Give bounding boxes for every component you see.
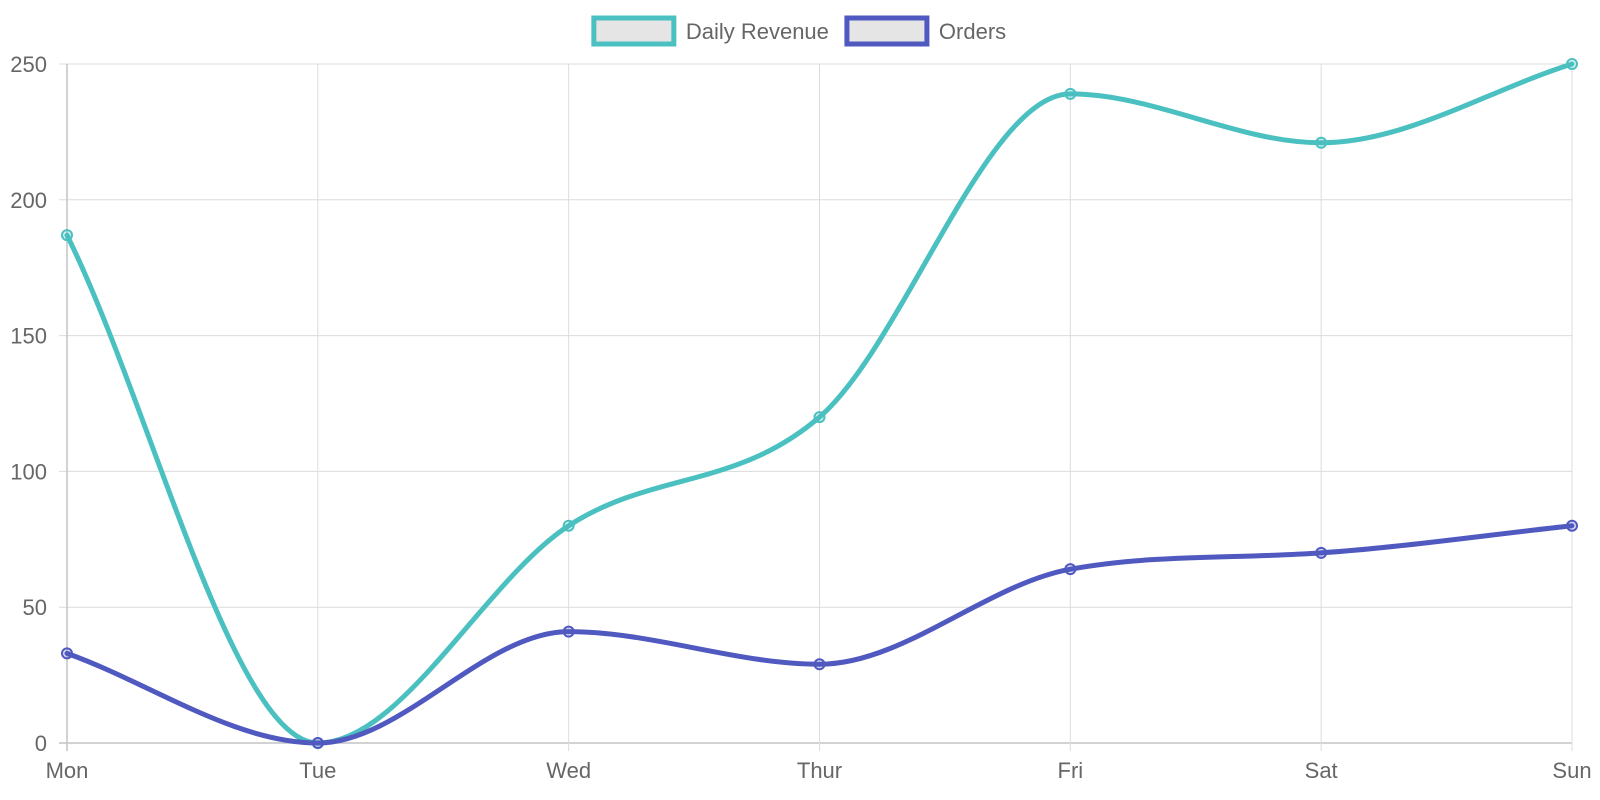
data-point-daily-revenue[interactable] bbox=[1315, 136, 1328, 149]
x-tick-label: Thur bbox=[797, 758, 842, 783]
y-tick-label: 150 bbox=[10, 324, 47, 349]
series-line-orders bbox=[64, 523, 1575, 746]
x-tick-label: Tue bbox=[299, 758, 336, 783]
legend-swatch bbox=[844, 15, 930, 47]
legend: Daily Revenue Orders bbox=[591, 15, 1006, 47]
data-point-orders[interactable] bbox=[813, 658, 826, 671]
data-point-daily-revenue[interactable] bbox=[1566, 58, 1578, 70]
data-point-orders[interactable] bbox=[1566, 519, 1578, 532]
y-tick-label: 100 bbox=[10, 459, 47, 484]
data-point-orders[interactable] bbox=[311, 737, 324, 749]
y-tick-label: 250 bbox=[10, 52, 47, 77]
legend-label: Daily Revenue bbox=[686, 19, 829, 44]
data-point-orders[interactable] bbox=[1064, 563, 1077, 576]
data-point-orders[interactable] bbox=[61, 647, 73, 660]
data-point-orders[interactable] bbox=[1315, 546, 1328, 559]
y-tick-label: 0 bbox=[35, 731, 47, 756]
data-point-daily-revenue[interactable] bbox=[813, 411, 826, 424]
x-tick-label: Sun bbox=[1552, 758, 1591, 783]
series-lines bbox=[61, 58, 1578, 749]
legend-label: Orders bbox=[939, 19, 1006, 44]
legend-swatch bbox=[591, 15, 677, 47]
data-point-daily-revenue[interactable] bbox=[562, 519, 575, 532]
x-tick-label: Mon bbox=[46, 758, 89, 783]
y-tick-label: 200 bbox=[10, 188, 47, 213]
series-line-daily-revenue bbox=[64, 61, 1575, 746]
data-point-daily-revenue[interactable] bbox=[1064, 87, 1077, 100]
legend-item-daily-revenue[interactable]: Daily Revenue bbox=[591, 15, 829, 47]
legend-item-orders[interactable]: Orders bbox=[844, 15, 1006, 47]
grid bbox=[59, 63, 1573, 751]
data-point-orders[interactable] bbox=[562, 625, 575, 638]
y-tick-label: 50 bbox=[23, 595, 47, 620]
x-tick-label: Fri bbox=[1058, 758, 1084, 783]
data-point-daily-revenue[interactable] bbox=[61, 229, 73, 242]
x-tick-label: Sat bbox=[1305, 758, 1338, 783]
x-tick-label: Wed bbox=[546, 758, 591, 783]
axes: 0 50 100 150 200 250 Mon Tue Wed Thur Fri Sat Sun bbox=[10, 52, 1591, 783]
